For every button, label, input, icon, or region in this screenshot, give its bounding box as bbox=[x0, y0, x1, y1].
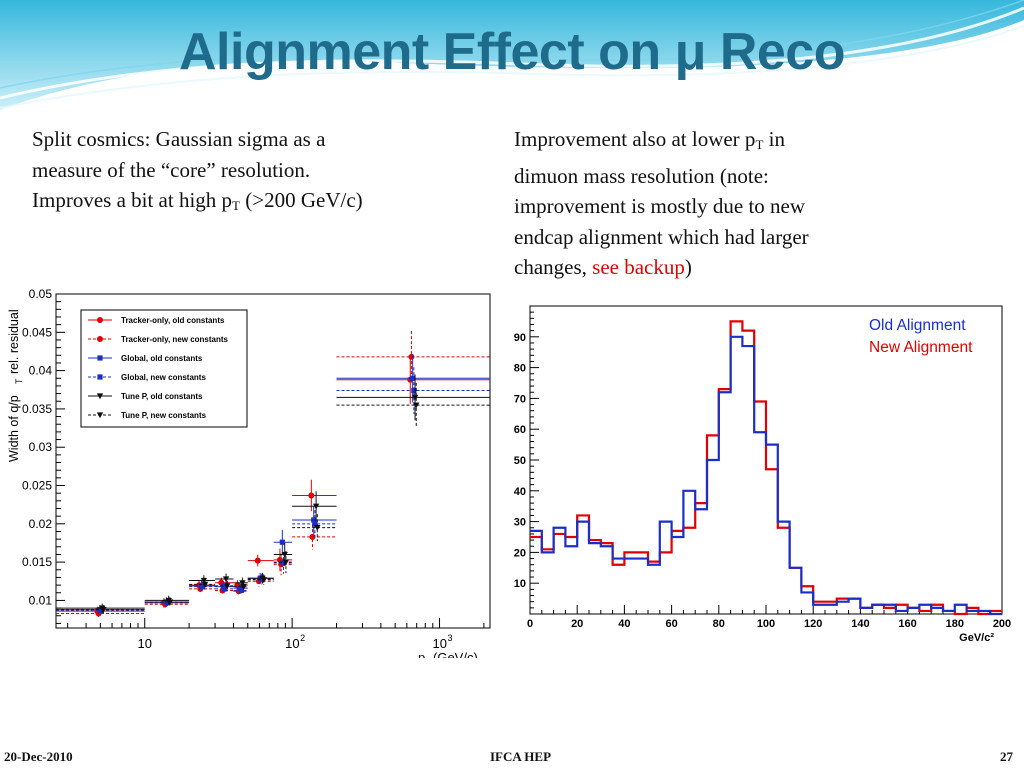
y-tick-label: 0.02 bbox=[29, 517, 53, 531]
y-tick-label: 0.05 bbox=[29, 287, 53, 301]
data-point bbox=[200, 584, 206, 590]
legend-label: Tune P, new constants bbox=[121, 411, 207, 420]
histogram-line-old bbox=[530, 335, 1002, 616]
x-tick-label: 60 bbox=[665, 618, 677, 630]
legend-label: Global, new constants bbox=[121, 373, 206, 382]
x-tick-label: 160 bbox=[898, 618, 916, 630]
data-point bbox=[410, 375, 416, 381]
data-point bbox=[260, 577, 267, 583]
x-tick-label: 40 bbox=[618, 618, 630, 630]
x-tick-label: 120 bbox=[804, 618, 822, 630]
data-point bbox=[254, 557, 261, 564]
page-number: 27 bbox=[1000, 749, 1013, 764]
y-tick-label: 0.03 bbox=[29, 440, 53, 454]
legend-marker bbox=[97, 317, 103, 323]
x-tick-label: 140 bbox=[851, 618, 869, 630]
dimuon-mass-histogram: 10 20 30 40 50 60 70 80 90 0 20 40 60 80 100 120 140 160 1… bbox=[505, 296, 1024, 656]
x-tick-label: 0 bbox=[527, 618, 533, 630]
data-point bbox=[408, 353, 415, 360]
legend-label: Global, old constants bbox=[121, 354, 203, 363]
data-point bbox=[98, 607, 104, 613]
x-tick-exponent: 3 bbox=[448, 633, 453, 643]
x-tick-label: 100 bbox=[757, 618, 775, 630]
legend-label: New Alignment bbox=[869, 339, 973, 356]
x-tick-label: 20 bbox=[571, 618, 583, 630]
y-axis-title: Width of q/p bbox=[7, 395, 21, 462]
x-tick-label: 10 bbox=[285, 636, 299, 651]
data-point bbox=[100, 607, 107, 613]
resolution-vs-pt-chart: 0.01 0.015 0.02 0.025 0.03 0.035 0.04 0.045 0.05… bbox=[4, 254, 496, 658]
y-tick-label: 40 bbox=[514, 486, 526, 498]
left-description: Split cosmics: Gaussian sigma as a measu… bbox=[32, 127, 363, 213]
histogram-line-new bbox=[530, 320, 1002, 616]
data-point bbox=[413, 402, 420, 409]
data-point bbox=[312, 521, 318, 527]
data-point bbox=[222, 576, 230, 583]
y-tick-label: 90 bbox=[514, 332, 526, 344]
data-point bbox=[308, 492, 315, 499]
x-axis-title: p bbox=[418, 650, 425, 658]
y-tick-label: 70 bbox=[514, 393, 526, 405]
y-axis-title-end: rel. residual bbox=[7, 309, 21, 374]
legend-label: Tracker-only, new constants bbox=[121, 335, 229, 344]
page-title: Alignment Effect on μ Reco bbox=[179, 23, 846, 81]
legend-box bbox=[80, 309, 248, 428]
y-axis-title-sub: T bbox=[14, 378, 24, 384]
data-point bbox=[222, 586, 228, 592]
x-axis-title-unit: (GeV/c) bbox=[433, 650, 478, 658]
y-tick-label: 0.035 bbox=[22, 402, 52, 416]
y-tick-label: 80 bbox=[514, 363, 526, 375]
data-point bbox=[279, 539, 285, 545]
data-point bbox=[314, 525, 321, 531]
data-point bbox=[282, 559, 290, 566]
y-tick-label: 0.025 bbox=[22, 479, 52, 493]
x-tick-label: 80 bbox=[713, 618, 725, 630]
y-tick-label: 60 bbox=[514, 424, 526, 436]
x-tick-label: 10 bbox=[433, 636, 447, 651]
data-point bbox=[411, 387, 417, 394]
legend-label: Old Alignment bbox=[869, 317, 966, 334]
y-tick-label: 0.015 bbox=[22, 555, 52, 569]
data-point bbox=[280, 560, 287, 566]
right-description: Improvement also at lower pT in dimuon m… bbox=[514, 127, 809, 279]
data-point bbox=[224, 583, 231, 590]
legend-marker bbox=[96, 412, 104, 419]
data-point bbox=[164, 600, 171, 606]
data-point bbox=[238, 587, 244, 594]
see-backup-link[interactable]: see backup bbox=[592, 255, 685, 279]
y-tick-label: 0.045 bbox=[22, 325, 52, 339]
legend-label: Tune P, old constants bbox=[121, 392, 203, 401]
data-point bbox=[240, 584, 247, 590]
y-tick-label: 20 bbox=[514, 547, 526, 559]
data-point bbox=[309, 533, 316, 540]
legend-marker bbox=[97, 336, 103, 342]
footer-center: IFCA HEP bbox=[490, 749, 552, 764]
y-tick-label: 50 bbox=[514, 455, 526, 467]
data-point bbox=[312, 503, 320, 510]
legend-marker bbox=[97, 355, 103, 361]
footer-date: 20-Dec-2010 bbox=[4, 749, 73, 764]
y-tick-label: 30 bbox=[514, 517, 526, 529]
x-axis-title: GeV/c² bbox=[959, 632, 994, 644]
y-tick-label: 10 bbox=[514, 578, 526, 590]
y-tick-label: 0.04 bbox=[29, 364, 53, 378]
x-tick-label: 200 bbox=[993, 618, 1011, 630]
data-point bbox=[311, 517, 317, 523]
data-point bbox=[166, 599, 174, 606]
data-point bbox=[201, 581, 209, 588]
data-point bbox=[411, 394, 419, 401]
x-tick-exponent: 2 bbox=[300, 633, 305, 643]
chart-background bbox=[505, 296, 1024, 656]
legend-label: Tracker-only, old constants bbox=[121, 316, 225, 325]
x-tick-label: 10 bbox=[138, 636, 152, 651]
y-tick-label: 0.01 bbox=[29, 593, 53, 607]
plot-frame bbox=[55, 293, 491, 629]
x-tick-label: 180 bbox=[946, 618, 964, 630]
legend-marker bbox=[97, 374, 103, 380]
legend-marker bbox=[96, 393, 104, 400]
chart-background bbox=[4, 254, 496, 658]
